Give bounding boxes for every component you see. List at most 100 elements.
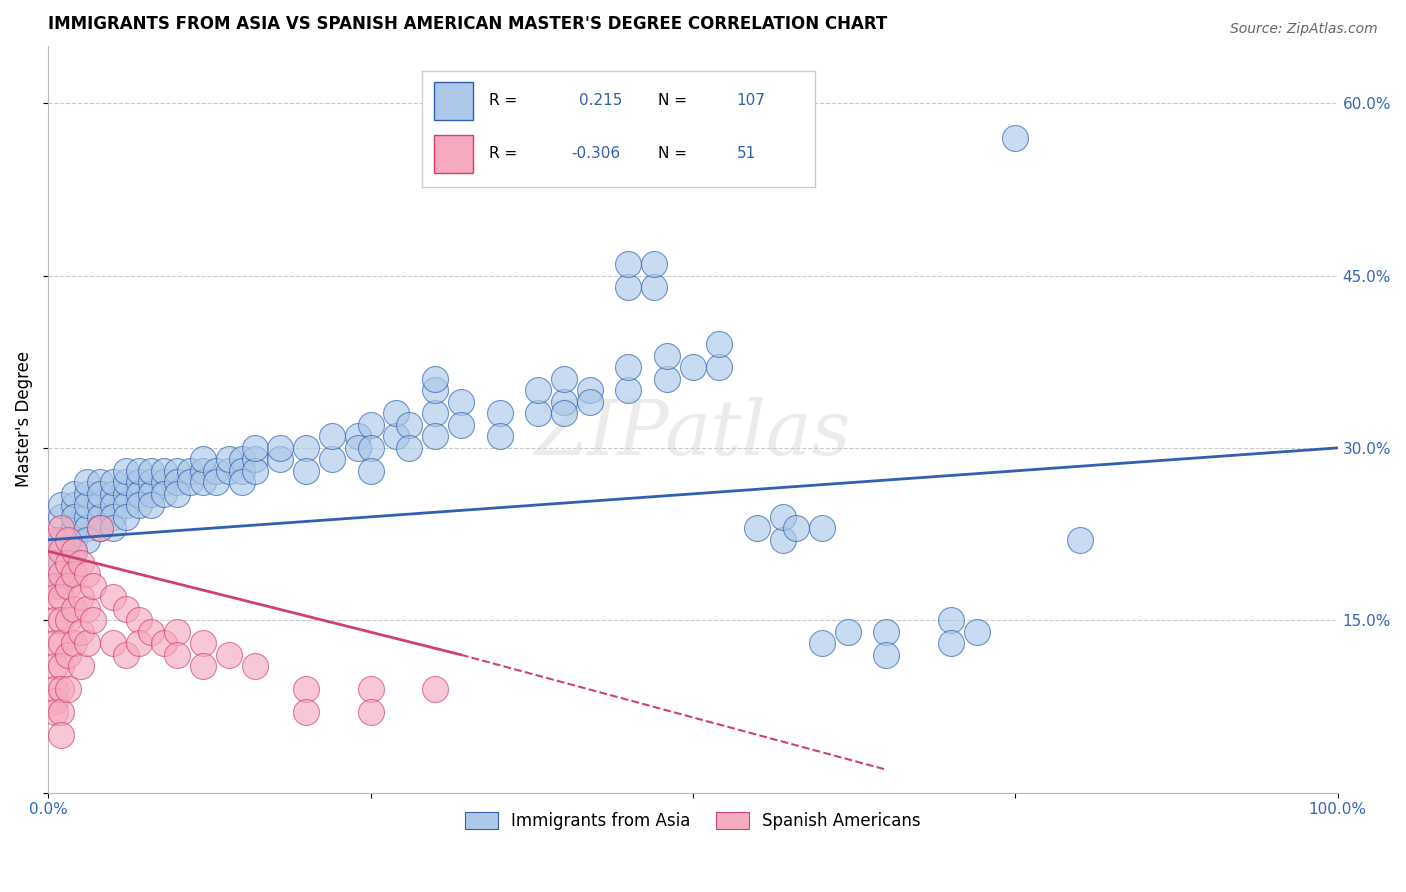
Point <box>82 613 104 627</box>
Point <box>89 521 111 535</box>
Point <box>205 475 228 490</box>
Point <box>128 487 150 501</box>
Point <box>553 406 575 420</box>
Point <box>44 533 66 547</box>
Point <box>128 475 150 490</box>
Point <box>385 406 408 420</box>
Point <box>44 659 66 673</box>
Point <box>56 533 79 547</box>
Point <box>51 556 73 570</box>
Text: 0.215: 0.215 <box>579 93 623 108</box>
FancyBboxPatch shape <box>433 135 472 173</box>
Point <box>875 624 897 639</box>
Point <box>141 624 163 639</box>
Point <box>128 464 150 478</box>
Point <box>527 384 550 398</box>
Point <box>166 487 188 501</box>
Point <box>772 533 794 547</box>
Point <box>488 429 510 443</box>
Point <box>44 591 66 605</box>
Point <box>643 257 665 271</box>
Point <box>51 659 73 673</box>
Point <box>657 372 679 386</box>
Point <box>166 624 188 639</box>
Point <box>76 601 98 615</box>
Point <box>56 682 79 697</box>
Point <box>578 384 600 398</box>
Point <box>89 499 111 513</box>
Y-axis label: Master's Degree: Master's Degree <box>15 351 32 487</box>
Text: N =: N = <box>658 93 688 108</box>
Point <box>205 464 228 478</box>
Point <box>231 475 253 490</box>
Point <box>643 280 665 294</box>
Point <box>44 636 66 650</box>
Point <box>578 395 600 409</box>
Point <box>69 624 91 639</box>
Point <box>360 441 382 455</box>
Point <box>360 682 382 697</box>
Point <box>89 509 111 524</box>
Point <box>191 475 214 490</box>
Point <box>63 544 86 558</box>
Point <box>1004 130 1026 145</box>
Text: ZIPatlas: ZIPatlas <box>534 397 851 471</box>
Point <box>101 509 124 524</box>
Point <box>939 636 962 650</box>
Point <box>101 636 124 650</box>
Point <box>114 601 136 615</box>
Point <box>179 475 201 490</box>
Point <box>44 694 66 708</box>
Point <box>243 464 266 478</box>
Point <box>51 705 73 719</box>
Point <box>44 682 66 697</box>
Point <box>76 521 98 535</box>
Point <box>295 441 318 455</box>
Point <box>76 499 98 513</box>
Text: IMMIGRANTS FROM ASIA VS SPANISH AMERICAN MASTER'S DEGREE CORRELATION CHART: IMMIGRANTS FROM ASIA VS SPANISH AMERICAN… <box>48 15 887 33</box>
Point <box>875 648 897 662</box>
Point <box>51 533 73 547</box>
Point <box>360 417 382 432</box>
Point <box>69 659 91 673</box>
Point <box>51 579 73 593</box>
Point <box>89 521 111 535</box>
Point <box>56 556 79 570</box>
Point <box>939 613 962 627</box>
Text: Source: ZipAtlas.com: Source: ZipAtlas.com <box>1230 22 1378 37</box>
Point <box>101 521 124 535</box>
Point <box>617 384 640 398</box>
Point <box>682 360 704 375</box>
Point <box>69 556 91 570</box>
Point <box>179 464 201 478</box>
Point <box>114 487 136 501</box>
Text: 51: 51 <box>737 146 756 161</box>
Point <box>63 601 86 615</box>
Point <box>617 257 640 271</box>
Point <box>423 682 446 697</box>
Point <box>51 636 73 650</box>
Point <box>398 417 420 432</box>
Point <box>153 475 176 490</box>
Point <box>63 544 86 558</box>
Point <box>114 648 136 662</box>
Point <box>69 591 91 605</box>
Point <box>707 337 730 351</box>
Point <box>811 636 834 650</box>
Point <box>450 417 472 432</box>
Point <box>44 705 66 719</box>
Point <box>44 613 66 627</box>
Text: 107: 107 <box>737 93 766 108</box>
Point <box>114 509 136 524</box>
Point <box>966 624 988 639</box>
Point <box>360 705 382 719</box>
Point <box>295 464 318 478</box>
Point <box>837 624 859 639</box>
Point <box>191 659 214 673</box>
Point <box>101 475 124 490</box>
Point <box>218 464 240 478</box>
Point <box>56 579 79 593</box>
Point <box>811 521 834 535</box>
Point <box>166 475 188 490</box>
Point <box>63 567 86 582</box>
